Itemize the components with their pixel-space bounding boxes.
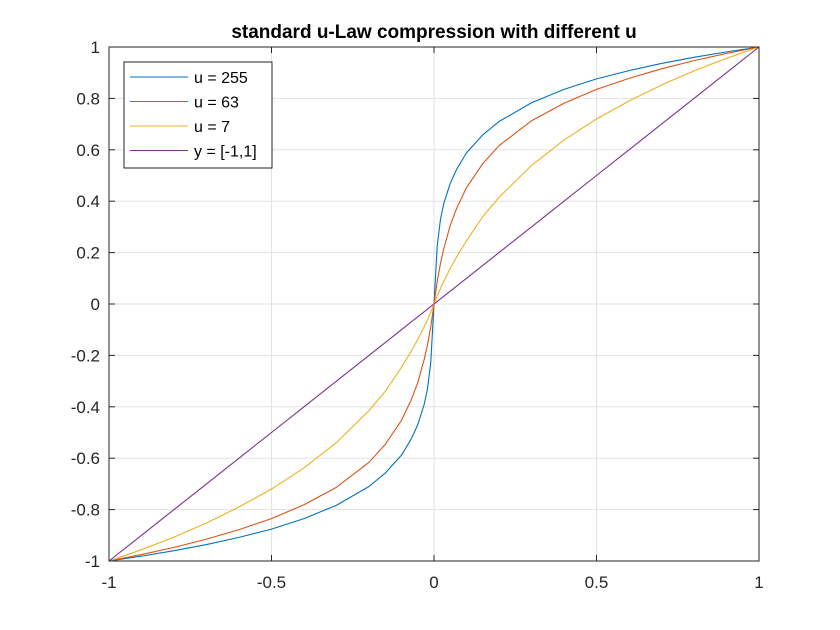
y-tick-label: 0.2 — [76, 244, 100, 263]
x-tick-label: -1 — [101, 573, 116, 592]
plot-lines — [108, 46, 760, 562]
y-tick-label: -0.4 — [71, 398, 100, 417]
y-tick-label: -0.2 — [71, 346, 100, 365]
y-tick-label: -0.8 — [71, 501, 100, 520]
legend-label: u = 255 — [194, 70, 248, 87]
legend-label: y = [-1,1] — [194, 144, 257, 161]
series-line — [108, 46, 760, 562]
y-tick-label: 0 — [91, 295, 100, 314]
y-tick-label: 0.8 — [76, 89, 100, 108]
axis-tick-labels: -1 -0.5 0 0.5 1 -1 -0.8 -0.6 -0.4 -0.2 0 0.2 0.4 0.6 0… — [71, 38, 764, 592]
y-tick-label: 1 — [91, 38, 100, 57]
legend: u = 255 u = 63 u = 7 y = [-1,1] — [123, 61, 273, 169]
axis-ticks — [108, 46, 760, 562]
x-tick-label: -0.5 — [257, 573, 286, 592]
x-tick-label: 1 — [754, 573, 763, 592]
x-tick-label: 0.5 — [585, 573, 609, 592]
legend-label: u = 7 — [194, 119, 230, 136]
x-tick-label: 0 — [429, 573, 438, 592]
legend-label: u = 63 — [194, 95, 239, 112]
y-tick-label: -1 — [85, 552, 100, 571]
y-tick-label: -0.6 — [71, 449, 100, 468]
y-tick-label: 0.4 — [76, 192, 100, 211]
chart-title: standard u-Law compression with differen… — [231, 22, 636, 43]
y-tick-label: 0.6 — [76, 141, 100, 160]
